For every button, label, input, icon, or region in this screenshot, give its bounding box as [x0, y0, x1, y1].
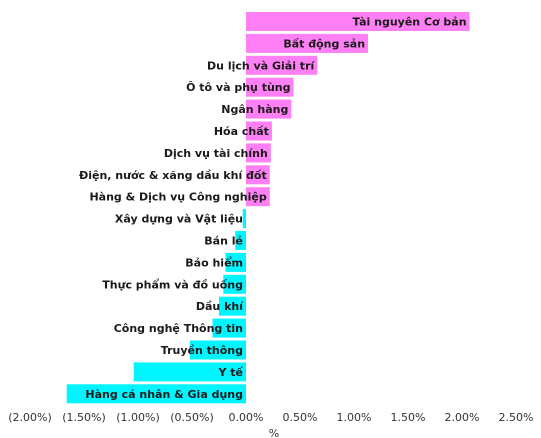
bar-label: Du lịch và Giải trí	[207, 59, 315, 72]
x-tick-label: 1.00%	[337, 411, 372, 424]
bar-label: Điện, nước & xăng dầu khí đốt	[79, 169, 267, 182]
bar-label: Hóa chất	[214, 125, 269, 138]
bar-label: Dịch vụ tài chính	[164, 147, 268, 160]
x-tick-label: (0.50%)	[170, 411, 214, 424]
x-axis-title: %	[269, 427, 279, 438]
bar-label: Hàng & Dịch vụ Công nghiệp	[89, 191, 266, 204]
x-tick-label: 1.50%	[391, 411, 426, 424]
bar-label: Dầu khí	[196, 300, 244, 313]
x-tick-label: 2.00%	[445, 411, 480, 424]
bar-label: Truyền thông	[161, 344, 243, 357]
x-tick-label: (1.00%)	[116, 411, 160, 424]
bar-label: Thực phẩm và đồ uống	[102, 278, 243, 291]
bar-label: Tài nguyên Cơ bản	[352, 16, 466, 29]
x-tick-label: 0.00%	[229, 411, 264, 424]
bar-label: Bán lẻ	[204, 235, 243, 248]
bar-label: Xây dựng và Vật liệu	[115, 213, 243, 226]
bar-label: Công nghệ Thông tin	[114, 322, 243, 335]
bar-label: Bất động sản	[283, 37, 365, 50]
bar-label: Bảo hiểm	[185, 256, 243, 269]
x-tick-label: (1.50%)	[62, 411, 106, 424]
bar-label: Ngân hàng	[221, 103, 288, 116]
x-tick-label: (2.00%)	[8, 411, 52, 424]
x-tick-label: 2.50%	[499, 411, 534, 424]
bar-label: Y tế	[217, 366, 243, 379]
x-tick-label: 0.50%	[283, 411, 318, 424]
bar-label: Ô tô và phụ tùng	[186, 81, 290, 94]
bar	[243, 209, 246, 228]
bar-label: Hàng cá nhân & Gia dụng	[85, 388, 243, 401]
